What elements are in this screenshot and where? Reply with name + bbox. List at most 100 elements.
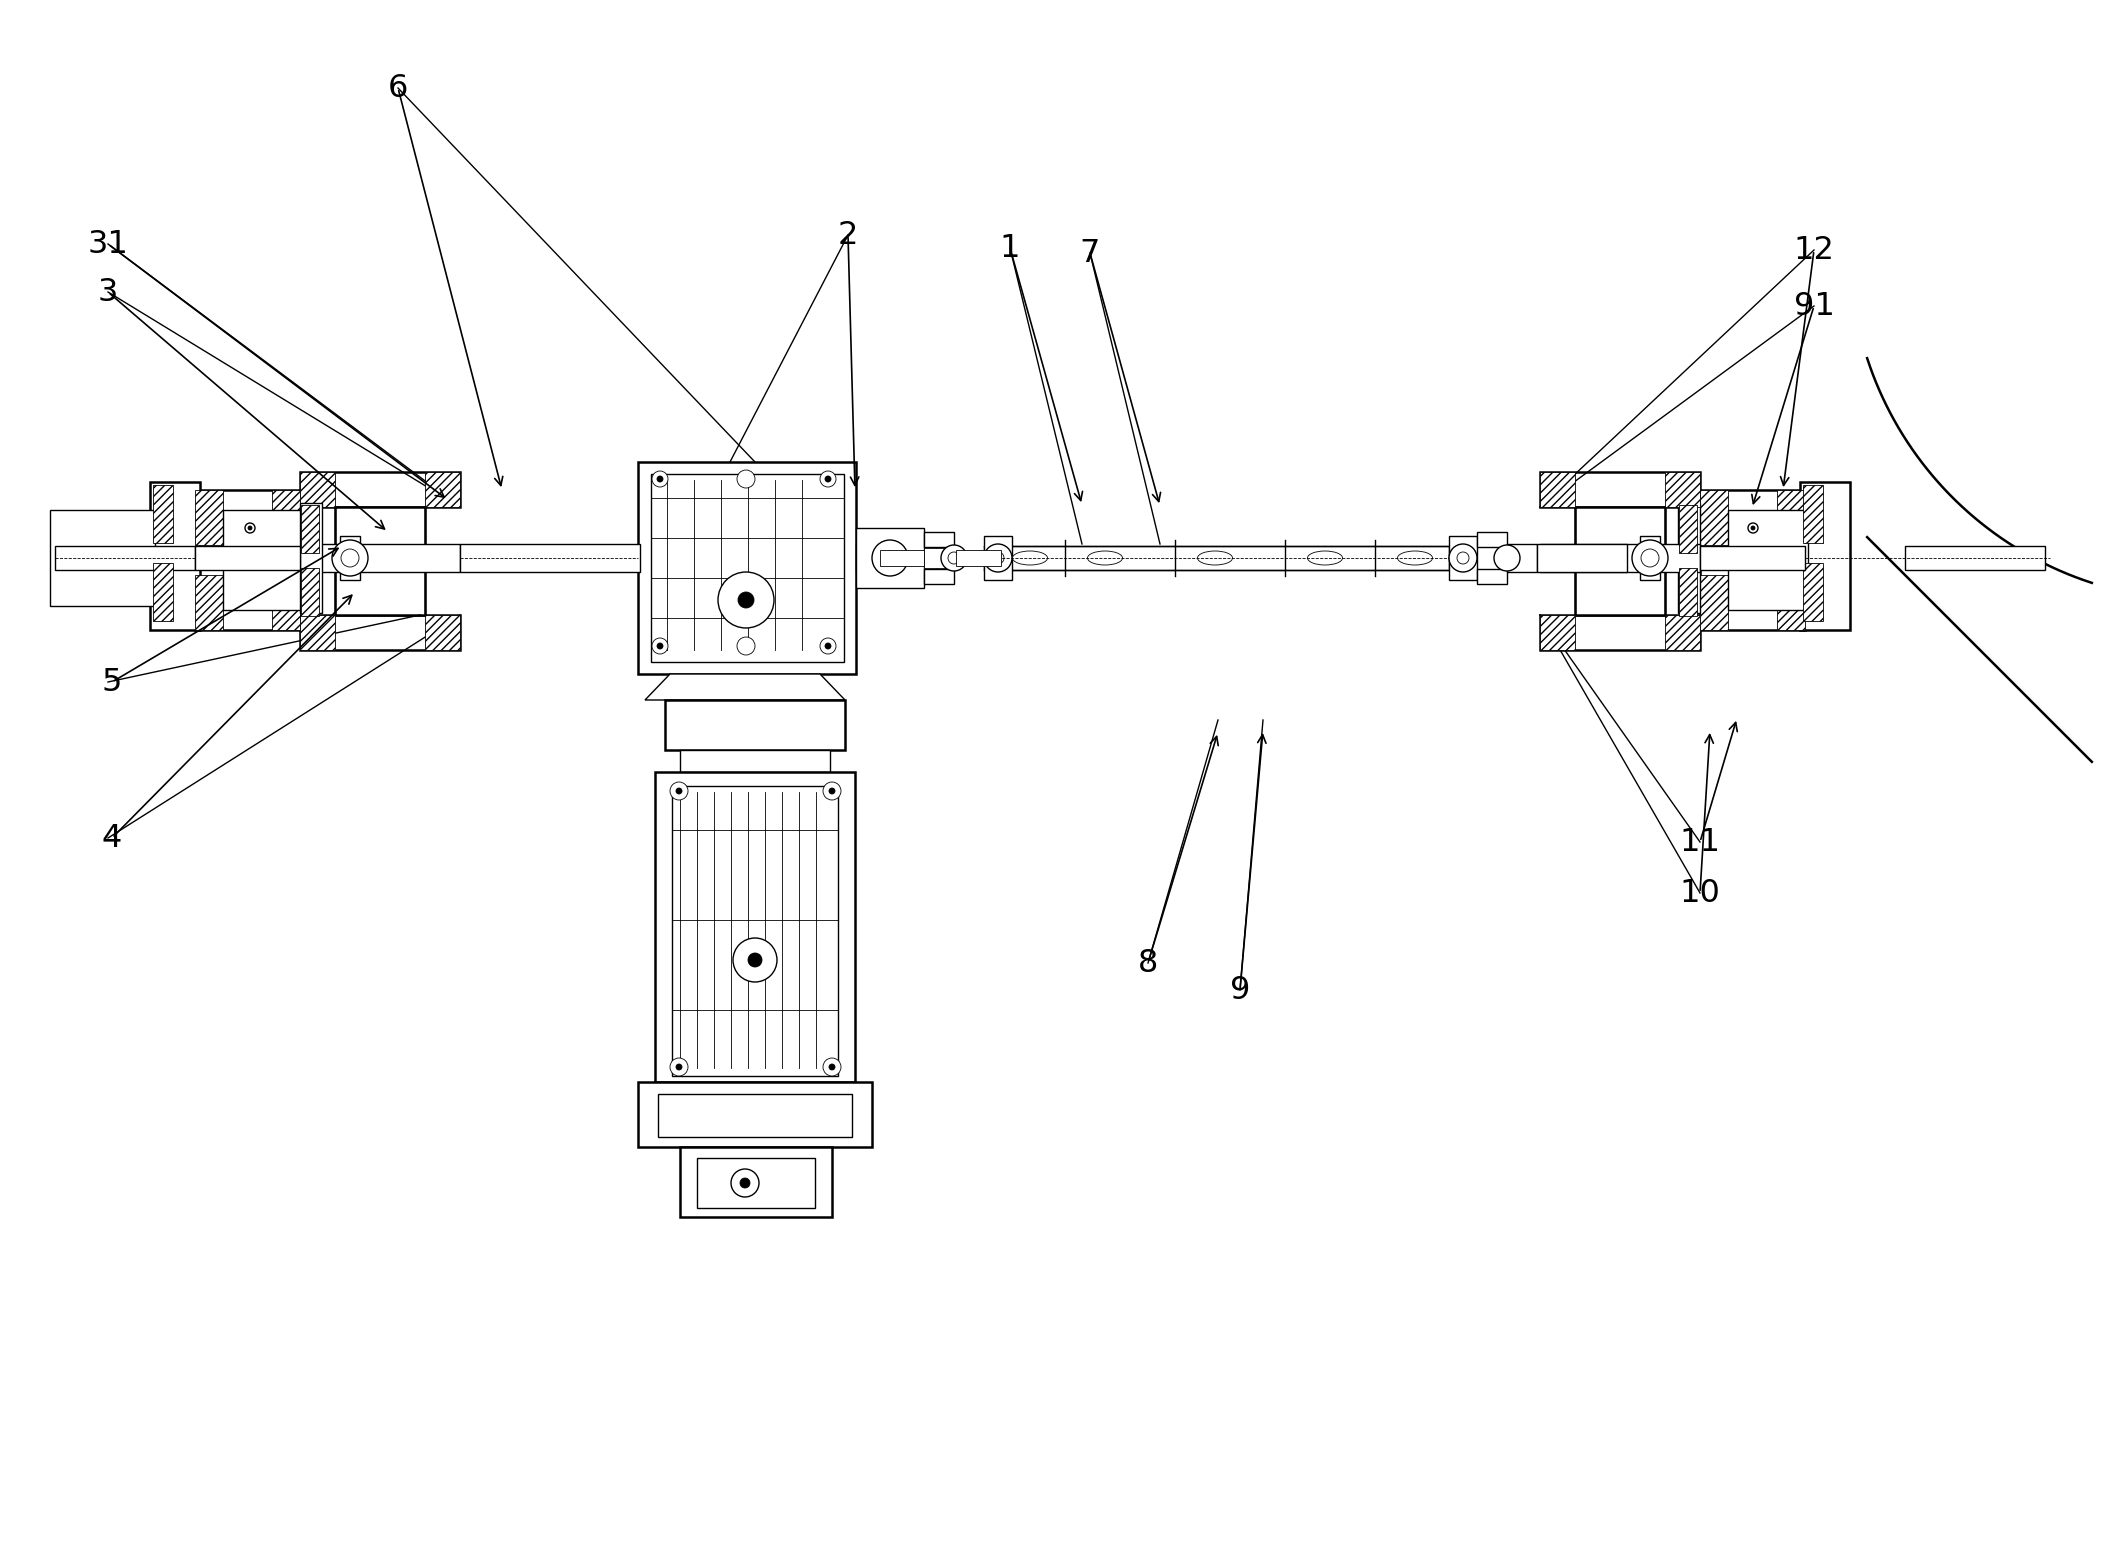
Bar <box>426 615 460 650</box>
Circle shape <box>820 637 835 654</box>
Circle shape <box>734 938 776 982</box>
Bar <box>664 700 846 749</box>
Circle shape <box>738 592 755 608</box>
Bar <box>1778 491 1805 545</box>
Text: 4: 4 <box>101 823 122 854</box>
Circle shape <box>985 544 1012 572</box>
Circle shape <box>249 527 251 530</box>
Bar <box>194 575 224 629</box>
Ellipse shape <box>1198 552 1232 566</box>
Circle shape <box>825 477 831 481</box>
Text: 91: 91 <box>1793 290 1835 321</box>
Bar <box>1540 472 1575 506</box>
Circle shape <box>658 477 662 481</box>
Bar <box>879 550 924 566</box>
Circle shape <box>1632 541 1668 576</box>
Bar <box>1641 536 1660 580</box>
Bar <box>1679 503 1700 612</box>
Circle shape <box>1449 544 1476 572</box>
Bar <box>302 569 318 615</box>
Bar <box>1679 569 1698 615</box>
Bar <box>460 544 639 572</box>
Text: 10: 10 <box>1679 877 1721 908</box>
Text: 7: 7 <box>1080 237 1101 268</box>
Circle shape <box>658 643 662 650</box>
Bar <box>1700 491 1727 545</box>
Bar <box>1540 544 1700 572</box>
Circle shape <box>732 1168 759 1197</box>
Circle shape <box>825 643 831 650</box>
Circle shape <box>949 552 960 564</box>
Bar <box>1700 545 1805 570</box>
Bar <box>1700 491 1805 629</box>
Text: 2: 2 <box>837 220 858 251</box>
Circle shape <box>671 1058 688 1077</box>
Text: 5: 5 <box>101 667 122 698</box>
Circle shape <box>820 471 835 488</box>
Text: 11: 11 <box>1679 826 1721 857</box>
Bar <box>55 545 194 570</box>
Bar <box>1778 575 1805 629</box>
Circle shape <box>331 541 367 576</box>
Circle shape <box>749 953 761 968</box>
Bar <box>673 785 837 1077</box>
Bar <box>679 1147 831 1217</box>
Circle shape <box>671 782 688 799</box>
Polygon shape <box>645 675 846 700</box>
Text: 31: 31 <box>89 229 129 260</box>
Bar <box>924 548 953 569</box>
Bar <box>299 472 335 506</box>
Bar <box>985 545 1449 570</box>
Circle shape <box>829 1064 835 1070</box>
Bar <box>272 491 299 545</box>
Circle shape <box>823 782 841 799</box>
Circle shape <box>736 637 755 654</box>
Circle shape <box>677 1064 681 1070</box>
Bar <box>1540 615 1575 650</box>
Ellipse shape <box>1308 552 1343 566</box>
Bar <box>955 550 1002 566</box>
Bar <box>924 569 953 584</box>
Circle shape <box>740 1178 751 1189</box>
Bar <box>340 536 361 580</box>
Bar <box>1449 536 1476 580</box>
Bar <box>299 615 460 650</box>
Bar <box>1904 545 2046 570</box>
Circle shape <box>717 572 774 628</box>
Text: 9: 9 <box>1230 974 1251 1005</box>
Bar <box>154 485 173 544</box>
Circle shape <box>871 541 909 576</box>
Ellipse shape <box>1088 552 1122 566</box>
Circle shape <box>677 788 681 795</box>
Bar <box>299 615 335 650</box>
Bar <box>1803 485 1822 544</box>
Bar <box>1540 472 1700 506</box>
Circle shape <box>652 637 669 654</box>
Bar <box>299 503 323 612</box>
Text: 3: 3 <box>97 276 118 307</box>
Bar <box>1476 531 1508 547</box>
Bar <box>696 1158 814 1207</box>
Bar <box>639 463 856 675</box>
Circle shape <box>884 552 896 566</box>
Circle shape <box>342 548 359 567</box>
Bar <box>856 528 924 587</box>
Bar <box>194 491 224 545</box>
Bar <box>272 575 299 629</box>
Bar <box>335 506 426 615</box>
Bar <box>656 773 854 1081</box>
Bar <box>224 509 304 611</box>
Bar <box>1727 509 1807 611</box>
Bar <box>658 1094 852 1137</box>
Text: 12: 12 <box>1793 235 1835 265</box>
Bar <box>652 474 844 662</box>
Bar <box>679 749 831 773</box>
Circle shape <box>1457 552 1470 564</box>
Bar <box>1540 615 1700 650</box>
Circle shape <box>829 788 835 795</box>
Text: 8: 8 <box>1139 947 1158 978</box>
Text: 6: 6 <box>388 73 409 103</box>
Bar <box>150 481 200 629</box>
Bar <box>1803 562 1822 622</box>
Bar <box>194 545 299 570</box>
